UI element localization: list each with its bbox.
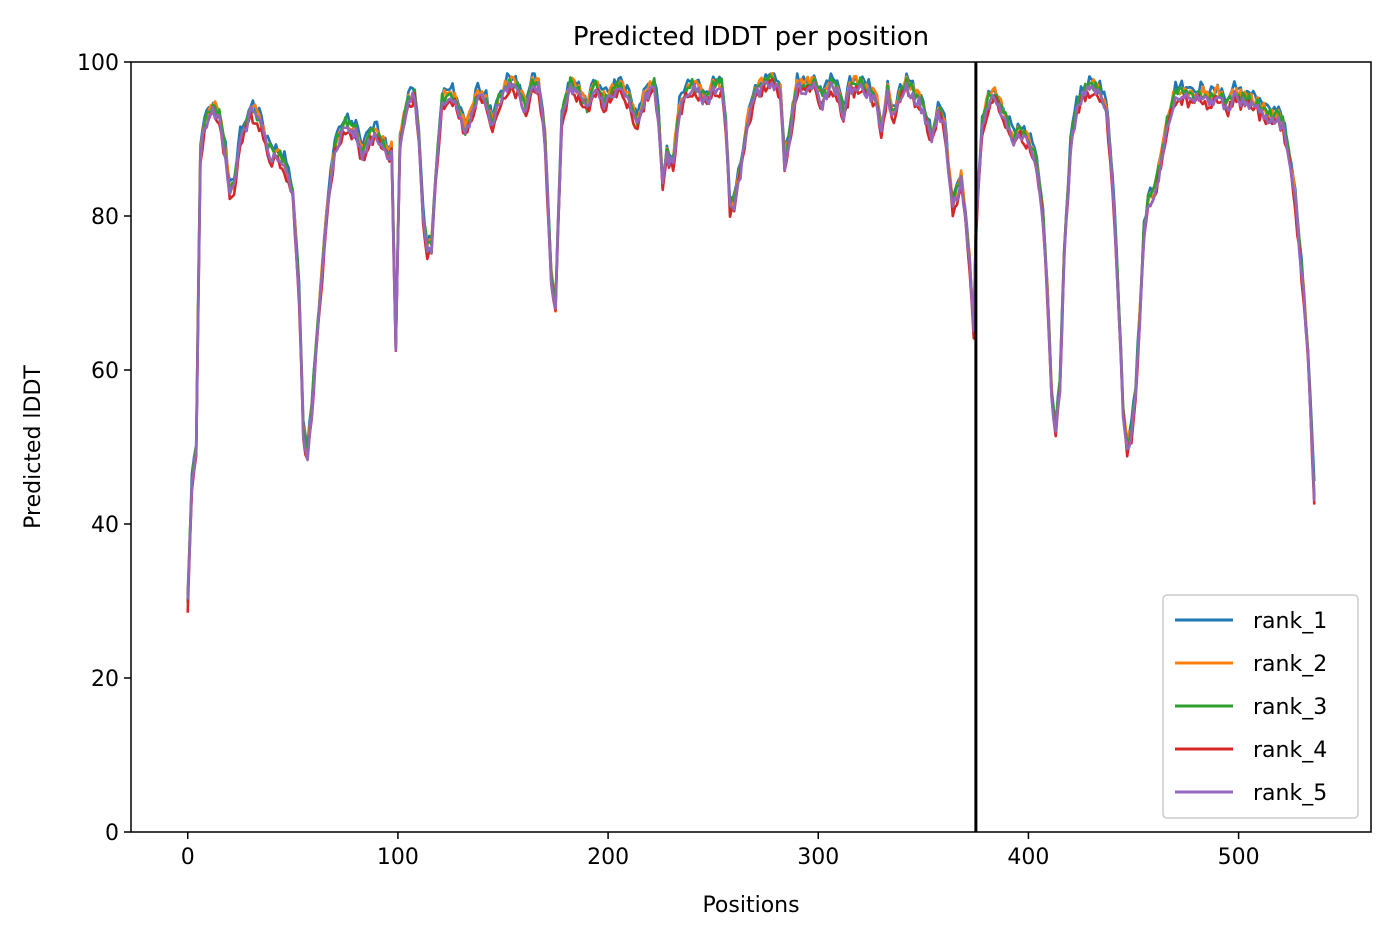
x-tick-label: 400 [1007, 845, 1049, 870]
y-tick-label: 60 [91, 359, 119, 384]
legend-label-rank-5: rank_5 [1253, 781, 1327, 806]
legend-label-rank-1: rank_1 [1253, 609, 1327, 634]
legend: rank_1 rank_2 rank_3 rank_4 rank_5 [1162, 594, 1359, 819]
x-axis-ticks: 0 100 200 300 400 500 [181, 832, 1260, 870]
legend-label-rank-2: rank_2 [1253, 652, 1327, 677]
series-line-rank-5 [186, 80, 1316, 600]
x-tick-label: 0 [181, 845, 195, 870]
series-line-rank-1 [186, 72, 1316, 595]
y-tick-label: 100 [77, 51, 119, 76]
chart-title: Predicted lDDT per position [573, 22, 929, 52]
y-tick-label: 20 [91, 667, 119, 692]
x-axis-label: Positions [702, 893, 799, 918]
legend-label-rank-4: rank_4 [1253, 738, 1327, 763]
series-line-rank-3 [186, 73, 1316, 603]
x-tick-label: 500 [1218, 845, 1260, 870]
series-line-rank-4 [186, 78, 1316, 613]
y-axis-ticks: 0 20 40 60 80 100 [77, 51, 131, 846]
plot-frame [130, 61, 1372, 833]
legend-label-rank-3: rank_3 [1253, 695, 1327, 720]
series-layer [186, 72, 1316, 613]
x-tick-label: 300 [797, 845, 839, 870]
legend-box [1162, 594, 1359, 819]
x-tick-label: 200 [587, 845, 629, 870]
y-tick-label: 40 [91, 513, 119, 538]
y-tick-label: 0 [105, 821, 119, 846]
series-line-rank-2 [186, 72, 1316, 600]
y-axis-label: Predicted lDDT [21, 365, 46, 529]
y-tick-label: 80 [91, 205, 119, 230]
x-tick-label: 100 [377, 845, 419, 870]
